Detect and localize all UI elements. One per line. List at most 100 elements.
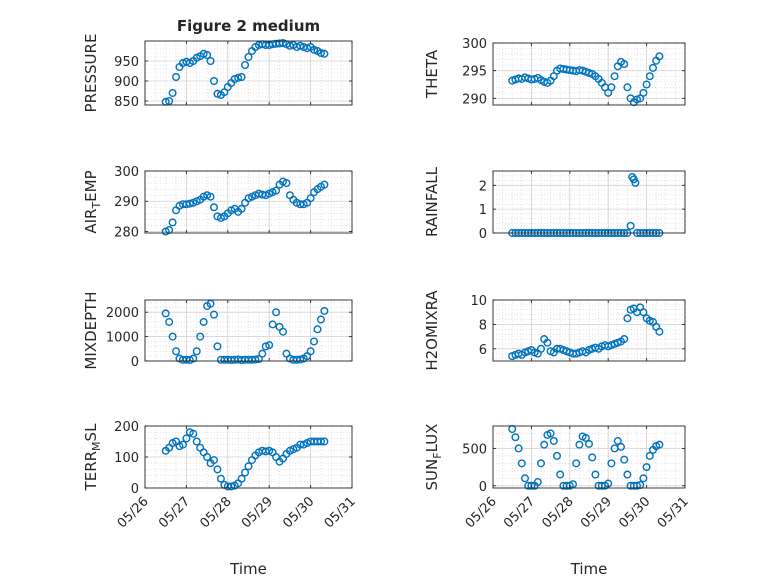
data-point — [168, 218, 177, 227]
data-point — [234, 73, 243, 82]
data-point — [320, 306, 329, 315]
data-point — [645, 72, 654, 81]
data-point — [192, 347, 201, 356]
data-point — [514, 444, 523, 453]
data-point — [168, 88, 177, 97]
y-tick-label: 290 — [462, 92, 487, 107]
data-point — [206, 57, 215, 66]
y-axis-label: PRESSURE — [82, 34, 100, 113]
y-axis-label: MIXDEPTH — [82, 291, 100, 369]
subplot-air-temp: 280 290 300 AIRTEMP — [82, 165, 353, 240]
data-point — [620, 335, 629, 344]
data-point — [620, 60, 629, 69]
data-point — [244, 53, 253, 62]
y-tick-label: 6 — [479, 343, 487, 358]
data-point — [241, 198, 250, 207]
data-point — [320, 49, 329, 58]
data-point — [203, 51, 212, 60]
axes-box — [144, 299, 353, 362]
series-markers — [161, 39, 329, 106]
data-point — [620, 455, 629, 464]
y-tick-label: 300 — [114, 165, 139, 180]
data-point — [241, 61, 250, 70]
data-point — [623, 83, 632, 92]
data-point — [209, 76, 218, 85]
data-point — [172, 72, 181, 81]
data-point — [206, 192, 215, 201]
data-point — [196, 332, 205, 341]
series-markers — [161, 428, 329, 491]
series-markers — [508, 424, 664, 490]
data-point — [639, 474, 648, 483]
subplot-pressure: 850 900 950 PRESSURE Figure 2 medium — [82, 17, 353, 113]
data-point — [306, 194, 315, 203]
data-point — [268, 320, 277, 329]
y-tick-label: 295 — [462, 65, 487, 80]
data-point — [310, 337, 319, 346]
y-tick-label: 900 — [114, 75, 139, 90]
y-tick-label: 950 — [114, 55, 139, 70]
subplot-terr-msl: 0 100 200 05/26 05/27 05/28 05/29 05/30 05/31 Tim… — [82, 420, 359, 578]
data-point — [623, 470, 632, 479]
data-point — [209, 310, 218, 319]
data-point — [320, 180, 329, 189]
x-tick-label: 05/27 — [156, 494, 193, 531]
data-point — [316, 437, 325, 446]
data-point — [199, 317, 208, 326]
data-point — [517, 459, 526, 468]
data-point — [575, 440, 584, 449]
data-point — [265, 341, 274, 350]
data-point — [549, 436, 558, 445]
data-point — [241, 468, 250, 477]
data-point — [639, 308, 648, 317]
y-tick-label: 1 — [479, 203, 487, 218]
data-point — [642, 463, 651, 472]
data-point — [178, 440, 187, 449]
figure-title: Figure 2 medium — [177, 17, 320, 35]
data-point — [272, 186, 281, 195]
data-point — [251, 355, 260, 364]
data-point — [320, 437, 329, 446]
data-point — [161, 309, 170, 318]
y-tick-label: 280 — [114, 225, 139, 240]
data-point — [631, 178, 640, 187]
y-axis-label: SUNFLUX — [423, 424, 444, 491]
data-point — [645, 451, 654, 460]
y-axis-label: RAINFALL — [423, 166, 441, 237]
data-point — [613, 436, 622, 445]
data-point — [316, 49, 325, 58]
data-point — [237, 474, 246, 483]
data-point — [279, 327, 288, 336]
data-point — [537, 459, 546, 468]
x-tick-label: 05/26 — [463, 494, 500, 531]
data-point — [296, 41, 305, 50]
subplot-h2omixra: 6 8 10 H2OMIXRA — [423, 290, 686, 371]
subplot-rainfall: 0 1 2 RAINFALL — [423, 166, 686, 242]
data-point — [537, 344, 546, 353]
y-axis-label: TERRMSL — [82, 423, 103, 492]
data-point — [165, 96, 174, 105]
data-point — [279, 39, 288, 48]
data-point — [543, 338, 552, 347]
subplot-grid: 850 900 950 PRESSURE Figure 2 medium 290 295 30… — [82, 17, 692, 578]
data-point — [261, 342, 270, 351]
y-tick-label: 0 — [479, 480, 487, 495]
y-tick-label: 100 — [114, 451, 139, 466]
data-point — [655, 440, 664, 449]
data-point — [511, 433, 520, 442]
data-point — [306, 347, 315, 356]
data-point — [209, 456, 218, 465]
data-point — [313, 325, 322, 334]
axes-box — [492, 299, 686, 362]
y-axis-label: H2OMIXRA — [423, 290, 441, 371]
y-tick-label: 290 — [114, 195, 139, 210]
data-point — [639, 88, 648, 97]
y-tick-label: 500 — [462, 442, 487, 457]
y-tick-label: 10 — [470, 294, 487, 309]
data-point — [282, 179, 291, 188]
y-tick-label: 1000 — [106, 331, 139, 346]
grid — [492, 425, 686, 488]
axes-box — [492, 170, 686, 234]
data-point — [626, 221, 635, 230]
